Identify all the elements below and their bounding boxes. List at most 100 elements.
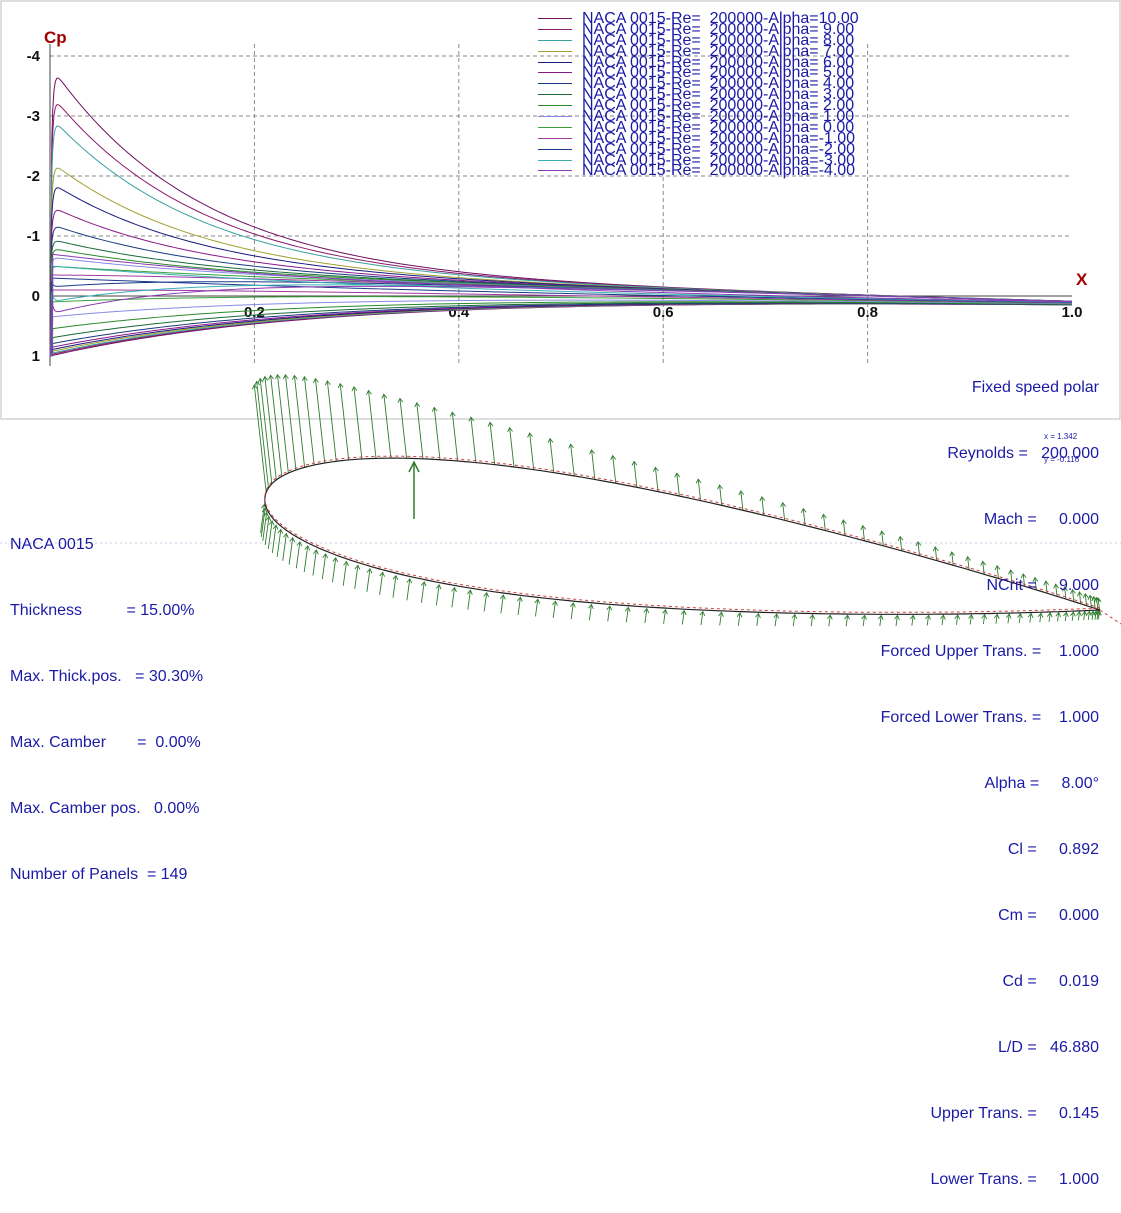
- pressure-vector-head: [759, 496, 766, 502]
- pressure-vector-head: [1037, 612, 1044, 618]
- pressure-vector-head: [879, 530, 885, 536]
- pressure-vector: [1072, 589, 1075, 602]
- pressure-vector: [926, 615, 930, 626]
- upper-trans-value: Upper Trans. = 0.145: [930, 1105, 1099, 1122]
- pressure-vector: [607, 605, 611, 622]
- pressure-vector-head: [313, 549, 319, 555]
- legend-label: NACA 0015-Re= 200000-Alpha= 1.00: [582, 108, 855, 126]
- lift-vector-head: [408, 460, 420, 473]
- pressure-vector-head: [738, 490, 745, 496]
- airfoil-name: NACA 0015: [10, 536, 94, 553]
- pressure-vector-head: [1095, 597, 1102, 603]
- airfoil-info-panel: NACA 0015 Thickness = 15.00% Max. Thick.…: [10, 490, 203, 908]
- pressure-vector-head: [289, 536, 296, 543]
- cp-upper-curve: [49, 285, 1073, 357]
- panels-value: Number of Panels = 149: [10, 866, 188, 883]
- pressure-vector: [379, 572, 384, 595]
- pressure-vector-head: [809, 613, 816, 620]
- pressure-vector-head: [570, 602, 576, 608]
- pressure-vector: [549, 438, 555, 473]
- pressure-vector: [1091, 611, 1094, 620]
- pressure-vector: [1087, 611, 1090, 621]
- pressure-vector-head: [643, 607, 650, 614]
- pressure-vector-head: [257, 377, 264, 384]
- pressure-vector-head: [420, 581, 427, 587]
- ncrit-value: NCrit = 9.000: [986, 577, 1100, 594]
- pressure-vector: [277, 374, 289, 474]
- pressure-vector-head: [568, 443, 574, 449]
- pressure-vector-head: [1076, 610, 1082, 617]
- pressure-vector-head: [1046, 612, 1053, 618]
- pressure-vector: [951, 551, 954, 566]
- pressure-vector: [681, 610, 685, 625]
- pressure-vector: [354, 565, 359, 589]
- legend-label: NACA 0015-Re= 200000-Alpha= 3.00: [582, 86, 855, 104]
- pressure-vector-head: [844, 614, 850, 620]
- pressure-vector: [828, 615, 831, 627]
- legend-label: NACA 0015-Re= 200000-Alpha=-2.00: [582, 140, 856, 158]
- cp-lower-curve: [50, 301, 1073, 357]
- pressure-vector: [331, 557, 337, 583]
- pressure-vector: [792, 614, 796, 627]
- polar-title: Fixed speed polar: [971, 379, 1099, 396]
- pressure-vector-head: [527, 432, 533, 438]
- pressure-vector: [782, 502, 786, 521]
- pressure-vector-head: [251, 384, 258, 390]
- wake-line: [1099, 609, 1121, 625]
- pressure-vector-head: [354, 564, 361, 570]
- pressure-vector: [911, 615, 914, 626]
- pressure-vector: [339, 383, 350, 461]
- pressure-vector-head: [588, 603, 594, 610]
- pressure-vector: [451, 412, 459, 462]
- pressure-vector-head: [610, 454, 617, 461]
- pressure-vector-head: [1032, 576, 1039, 583]
- cd-value: Cd = 0.019: [1002, 973, 1099, 990]
- pressure-vector-head: [860, 524, 867, 531]
- legend-label: NACA 0015-Re= 200000-Alpha= 8.00: [582, 31, 855, 49]
- legend-label: NACA 0015-Re= 200000-Alpha=10.00: [582, 10, 859, 27]
- pressure-vector-head: [397, 397, 404, 403]
- pressure-vector-head: [826, 614, 833, 620]
- pressure-vector-head: [547, 437, 554, 444]
- pressure-vector-head: [695, 478, 702, 484]
- pressure-vector-head: [1076, 591, 1083, 597]
- pressure-vector-head: [791, 613, 798, 619]
- pressure-vector-head: [500, 594, 506, 600]
- pressure-vector-head: [261, 507, 268, 513]
- y-tick-label: -4: [27, 48, 41, 65]
- pressure-vector: [326, 380, 337, 462]
- legend-swatch: [538, 39, 572, 41]
- cp-lower-curve: [50, 302, 1073, 357]
- pressure-vector-head: [718, 611, 724, 617]
- pressure-vector-head: [925, 614, 931, 620]
- legend-swatch: [538, 94, 572, 96]
- pressure-vector-head: [1096, 610, 1102, 616]
- pressure-vector-head: [1005, 613, 1012, 619]
- pressure-vector-head: [435, 584, 442, 590]
- pressure-vector-head: [534, 598, 541, 604]
- pressure-vector-head: [800, 507, 807, 513]
- pressure-vector: [862, 525, 865, 541]
- cp-lower-curve: [50, 253, 1073, 357]
- pressure-vector-head: [343, 560, 349, 567]
- pressure-vector-head: [1008, 569, 1014, 575]
- pressure-vector-head: [483, 591, 490, 598]
- pressure-vector-head: [265, 515, 272, 522]
- pressure-vector-head: [1062, 586, 1068, 592]
- pressure-vector: [552, 601, 556, 618]
- pressure-vector-head: [272, 524, 279, 530]
- pressure-vector: [1029, 613, 1032, 623]
- legend-swatch: [538, 105, 572, 107]
- cp-lower-curve: [50, 265, 1073, 357]
- pressure-vector: [879, 615, 882, 627]
- pressure-vector-head: [954, 614, 961, 620]
- cursor-y-readout: y = -0.116: [1044, 455, 1080, 464]
- legend-swatch: [538, 170, 572, 172]
- reynolds-value: Reynolds = 200 000: [947, 445, 1099, 462]
- pressure-vector: [535, 599, 539, 617]
- pressure-vector-head: [877, 614, 884, 620]
- pressure-vector-head: [821, 513, 827, 519]
- pressure-vector: [941, 615, 944, 626]
- lower-trans-value: Lower Trans. = 1.000: [930, 1171, 1099, 1188]
- pressure-vector-head: [262, 375, 269, 382]
